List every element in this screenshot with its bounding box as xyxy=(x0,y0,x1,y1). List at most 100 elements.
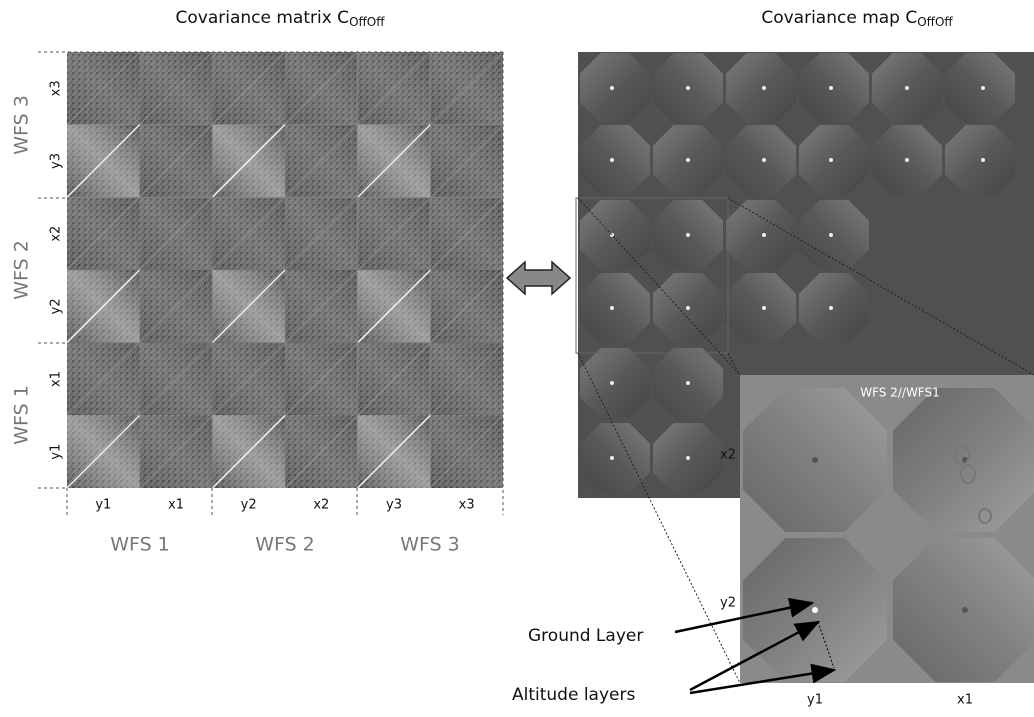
matrix-diagonal-line xyxy=(66,342,140,416)
column-label: y3 xyxy=(386,498,402,513)
map-tile xyxy=(726,53,796,123)
tile-peak xyxy=(686,86,690,90)
tile-peak xyxy=(762,86,766,90)
inset-tiles xyxy=(743,388,1034,682)
matrix-diagonal-line xyxy=(66,414,141,489)
matrix-diagonal-line xyxy=(357,414,431,489)
tile-peak xyxy=(686,456,690,460)
matrix-diagonal-line xyxy=(357,269,431,344)
matrix-diagonal-line xyxy=(139,415,213,489)
title-subscript: OffOff xyxy=(349,15,385,29)
left-title: Covariance matrix COffOff xyxy=(176,8,386,29)
tile-peak xyxy=(610,456,614,460)
inset-title: WFS 2//WFS1 xyxy=(860,386,940,400)
matrix-diagonal-line xyxy=(139,51,213,125)
matrix-diagonal-line xyxy=(212,51,286,125)
map-tiles xyxy=(580,53,1015,493)
right-title: Covariance map COffOff xyxy=(761,8,953,29)
matrix-diagonal-line xyxy=(139,197,213,271)
matrix-diagonal-line xyxy=(284,269,358,343)
matrix-diagonal-line xyxy=(139,269,213,343)
matrix-diagonal-line xyxy=(430,51,504,125)
matrix-diagonal-line xyxy=(66,51,140,125)
map-tile xyxy=(799,125,869,195)
matrix-diagonal-line xyxy=(284,415,358,489)
inset-circles xyxy=(954,445,992,524)
side-label: x2 xyxy=(720,448,736,463)
column-label: x2 xyxy=(313,498,329,513)
tile-peak xyxy=(610,158,614,162)
tile-peak xyxy=(829,158,833,162)
column-group-label: WFS 2 xyxy=(255,534,315,556)
tile-peak xyxy=(610,306,614,310)
matrix-diagonal-line xyxy=(357,51,431,125)
inset-column-label: x1 xyxy=(957,693,973,708)
tile-peak xyxy=(762,233,766,237)
matrix-diagonal-line xyxy=(212,197,286,271)
matrix-diagonal-line xyxy=(430,197,504,271)
double-arrow xyxy=(505,260,572,296)
map-tile xyxy=(799,53,869,123)
matrix-diagonal-line xyxy=(357,342,431,416)
tile-peak xyxy=(829,233,833,237)
column-label: y1 xyxy=(95,498,111,513)
tile-peak xyxy=(829,306,833,310)
inset-peak xyxy=(962,607,968,613)
matrix-diagonal-line xyxy=(284,342,358,416)
matrix-diagonal-line xyxy=(66,269,141,344)
matrix-diagonal-line xyxy=(284,197,358,271)
matrix-diagonal-line xyxy=(284,124,358,198)
map-tile xyxy=(726,125,796,195)
tile-peak xyxy=(686,158,690,162)
tile-peak xyxy=(686,381,690,385)
column-label: x3 xyxy=(459,498,475,513)
map-tile xyxy=(799,273,869,343)
column-label: y2 xyxy=(241,498,257,513)
tile-peak xyxy=(981,86,985,90)
map-tile xyxy=(945,53,1015,123)
row-label: y2 xyxy=(49,298,64,314)
map-tile xyxy=(580,273,650,343)
inset-peak xyxy=(812,607,818,613)
map-tile xyxy=(580,348,650,418)
tile-peak xyxy=(762,306,766,310)
matrix-diagonal-line xyxy=(66,124,141,198)
column-group-label: WFS 1 xyxy=(110,534,170,556)
tile-peak xyxy=(762,158,766,162)
covariance-matrix xyxy=(66,51,504,489)
matrix-diagonal-line xyxy=(211,414,286,489)
column-label: x1 xyxy=(168,498,184,513)
row-label: x1 xyxy=(49,371,64,387)
tile-peak xyxy=(981,158,985,162)
matrix-diagonal-line xyxy=(430,269,504,343)
map-tile xyxy=(945,125,1015,195)
zoom-lines xyxy=(577,197,1034,684)
map-tile xyxy=(726,273,796,343)
matrix-diagonal-line xyxy=(430,342,504,416)
tile-peak xyxy=(686,306,690,310)
row-label: x2 xyxy=(49,226,64,242)
matrix-diagonal-line xyxy=(357,124,431,198)
map-tile xyxy=(580,200,650,270)
zoom-box xyxy=(575,197,729,354)
map-tile xyxy=(580,125,650,195)
matrix-diagonal-line xyxy=(430,124,504,198)
matrix-diagonal-line xyxy=(430,415,504,489)
map-tile xyxy=(580,53,650,123)
row-group-label: WFS 3 xyxy=(11,95,33,155)
matrix-diagonal-line xyxy=(357,197,431,271)
annotation-link xyxy=(817,621,835,669)
separators xyxy=(38,51,504,515)
inset-peak xyxy=(812,457,818,463)
annotation: Ground Layer xyxy=(528,626,643,646)
inset-column-label: y1 xyxy=(807,693,823,708)
annotation-arrows xyxy=(674,597,837,695)
map-tile xyxy=(726,200,796,270)
matrix-diagonal-line xyxy=(139,342,213,416)
title-text: Covariance map C xyxy=(761,8,917,28)
matrix-diagonal-line xyxy=(212,342,286,416)
matrix-diagonal-line xyxy=(211,269,286,344)
row-group-label: WFS 2 xyxy=(11,240,33,300)
matrix-diagonal-line xyxy=(139,124,213,198)
